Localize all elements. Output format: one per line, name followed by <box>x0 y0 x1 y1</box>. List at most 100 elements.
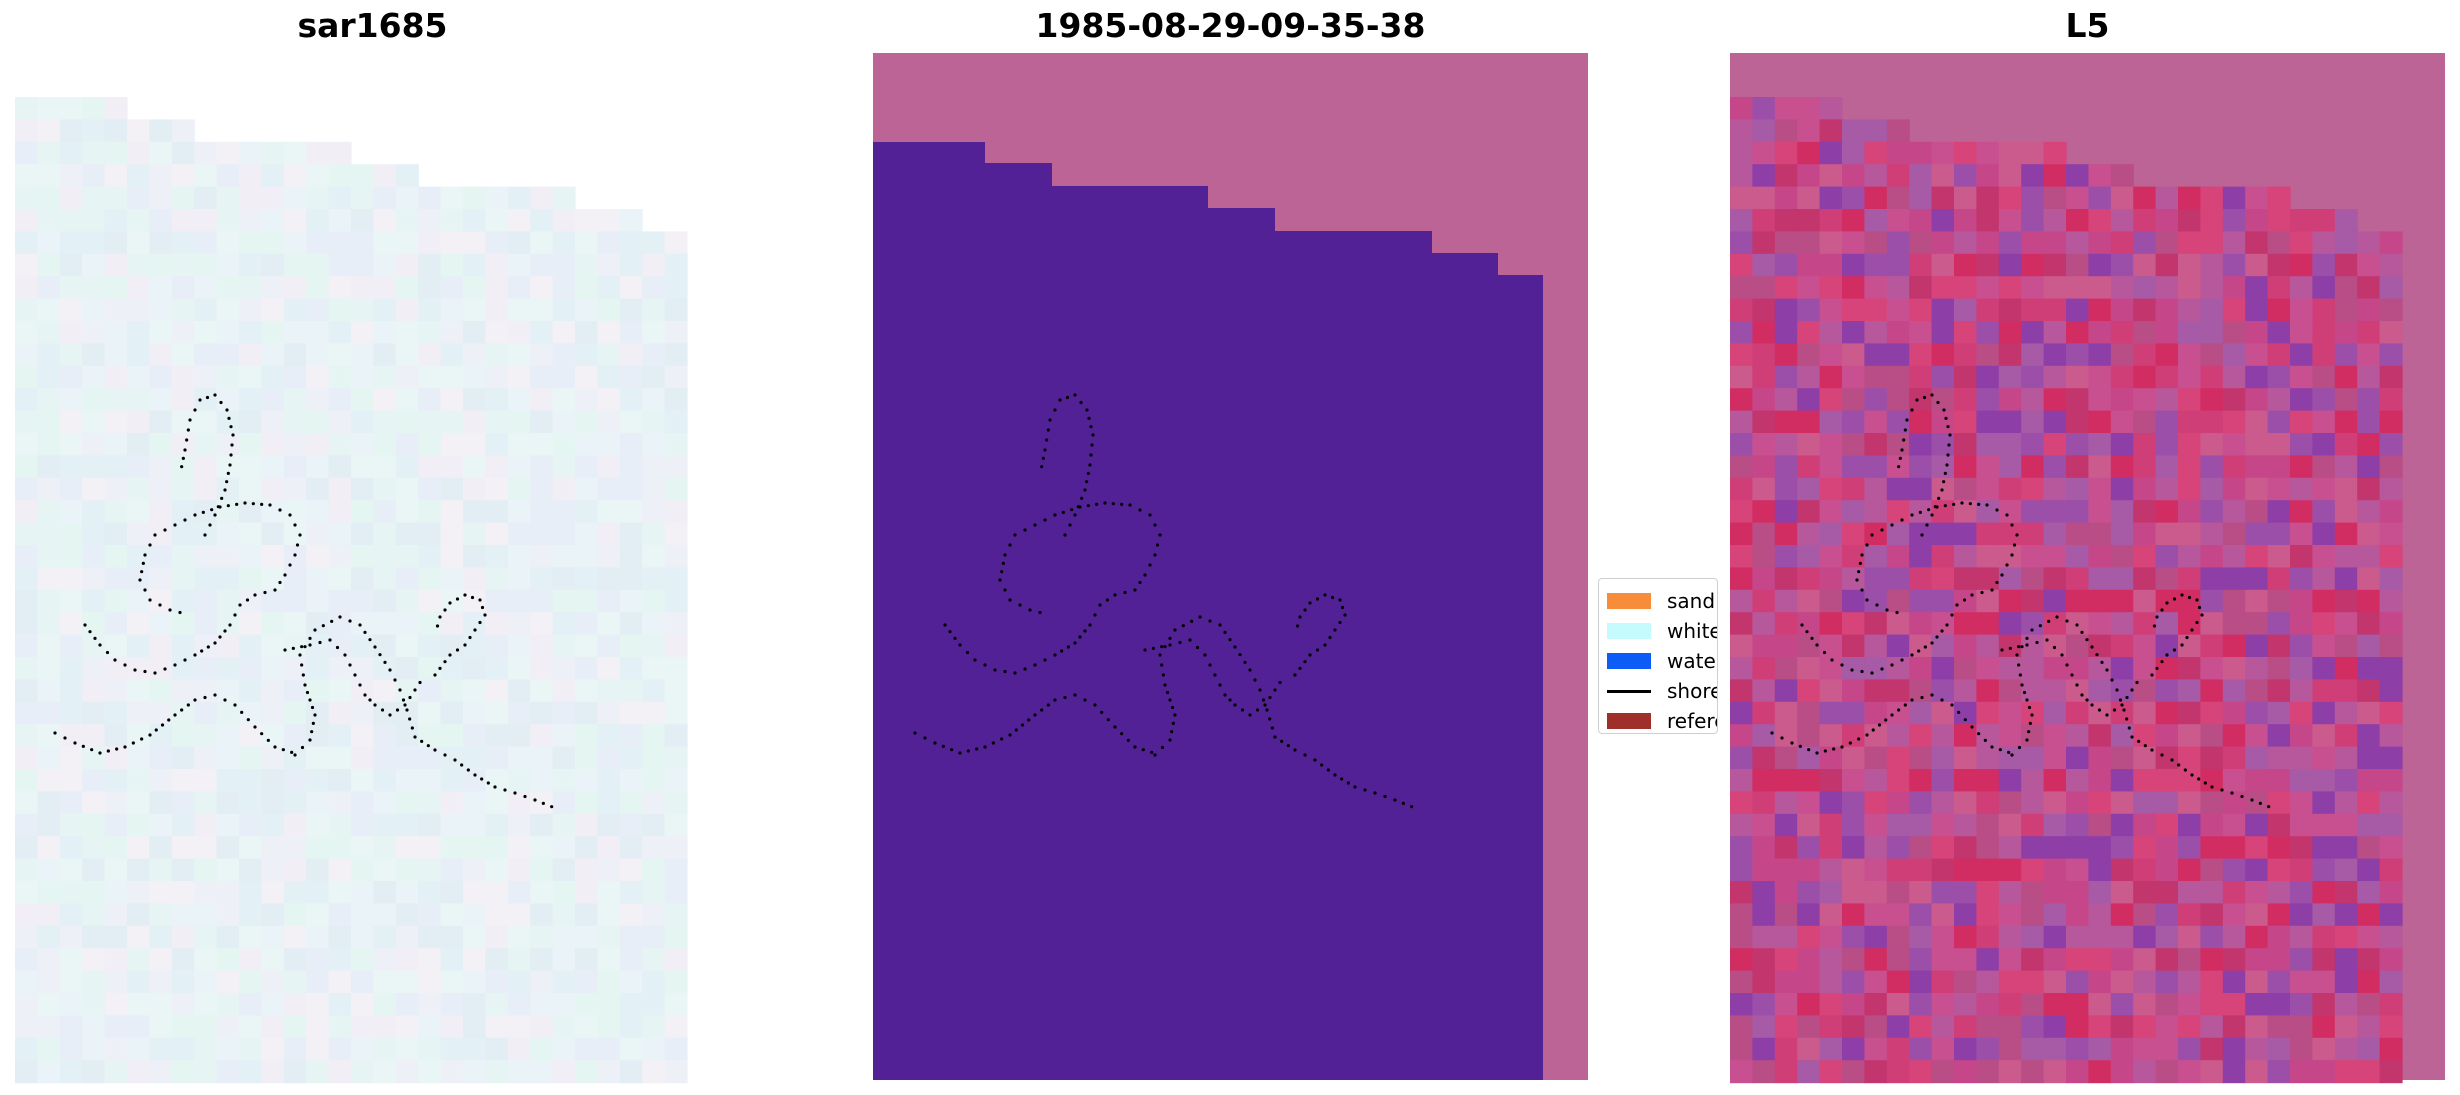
index-pixel <box>2267 186 2291 210</box>
rgb-pixel <box>37 343 61 367</box>
shoreline-point <box>143 669 147 674</box>
index-pixel <box>1931 589 1955 613</box>
rgb-pixel <box>149 903 173 927</box>
index-pixel <box>2133 388 2157 412</box>
index-pixel <box>2088 276 2112 300</box>
shoreline-point <box>426 744 430 748</box>
index-pixel <box>1752 634 1776 658</box>
shoreline-point <box>1061 510 1065 514</box>
rgb-pixel <box>104 433 128 456</box>
index-pixel <box>1819 500 1843 524</box>
rgb-pixel <box>239 612 262 636</box>
rgb-pixel <box>575 253 598 277</box>
rgb-pixel <box>104 455 128 479</box>
rgb-pixel <box>82 858 106 882</box>
index-pixel <box>1954 881 1977 904</box>
index-pixel <box>2066 455 2089 479</box>
index-pixel <box>2200 993 2224 1016</box>
index-pixel <box>2334 545 2358 568</box>
rgb-pixel <box>59 791 83 815</box>
rgb-pixel <box>328 500 352 524</box>
rgb-pixel <box>15 634 38 658</box>
shoreline-point <box>1948 433 1952 437</box>
rgb-pixel <box>351 634 374 658</box>
index-pixel <box>2066 679 2089 703</box>
rgb-pixel <box>664 231 688 255</box>
index-pixel <box>1931 231 1955 255</box>
index-pixel <box>2357 791 2381 815</box>
rgb-pixel <box>37 276 61 300</box>
index-pixel <box>1909 881 1933 904</box>
shoreline-point <box>2055 615 2059 619</box>
rgb-pixel <box>37 186 61 210</box>
index-pixel <box>2155 567 2179 591</box>
rgb-pixel <box>440 298 464 322</box>
index-pixel <box>1842 388 1865 412</box>
rgb-pixel <box>507 567 531 591</box>
index-pixel <box>2133 231 2157 255</box>
rgb-pixel <box>194 993 218 1016</box>
index-pixel <box>2312 522 2336 546</box>
shoreline-point <box>1860 588 1864 592</box>
rgb-pixel <box>485 993 509 1016</box>
rgb-pixel <box>530 253 554 277</box>
index-pixel <box>2267 634 2291 658</box>
rgb-pixel <box>261 1037 285 1061</box>
shoreline-point <box>1800 623 1804 627</box>
rgb-pixel <box>306 298 330 322</box>
rgb-pixel <box>127 858 150 882</box>
index-pixel <box>1774 657 1798 680</box>
rgb-pixel <box>530 388 554 412</box>
index-pixel <box>2043 1037 2067 1061</box>
index-pixel <box>1954 186 1977 210</box>
index-pixel <box>2290 746 2313 770</box>
index-pixel <box>1842 141 1865 165</box>
index-pixel <box>1730 433 1753 456</box>
index-pixel <box>1842 209 1865 232</box>
index-pixel <box>2267 410 2291 434</box>
rgb-pixel <box>485 522 509 546</box>
index-pixel <box>2043 477 2067 501</box>
rgb-pixel <box>440 567 464 591</box>
rgb-pixel <box>283 903 307 927</box>
rgb-pixel <box>351 522 374 546</box>
rgb-pixel <box>395 321 419 344</box>
rgb-pixel <box>664 276 688 300</box>
rgb-pixel <box>530 410 554 434</box>
index-pixel <box>1998 701 2022 725</box>
rgb-pixel <box>507 679 531 703</box>
rgb-pixel <box>440 970 464 994</box>
index-pixel <box>1998 970 2022 994</box>
index-pixel <box>1998 253 2022 277</box>
index-pixel <box>1909 455 1933 479</box>
rgb-pixel <box>552 343 576 367</box>
shoreline-point <box>2190 773 2194 777</box>
rgb-pixel <box>82 164 106 188</box>
index-pixel <box>2066 186 2089 210</box>
index-pixel <box>1864 545 1888 568</box>
rgb-pixel <box>395 970 419 994</box>
index-pixel <box>2245 231 2269 255</box>
index-pixel <box>1819 881 1843 904</box>
index-pixel <box>1909 970 1933 994</box>
shoreline-point <box>83 623 87 627</box>
rgb-pixel <box>104 1015 128 1039</box>
shoreline-point <box>1865 543 1869 547</box>
shoreline-point <box>1168 643 1172 647</box>
rgb-pixel <box>440 769 464 792</box>
shoreline-point <box>1165 690 1170 695</box>
rgb-pixel <box>283 970 307 994</box>
rgb-pixel <box>59 925 83 949</box>
index-pixel <box>1976 253 2000 277</box>
shoreline-point <box>153 533 157 537</box>
shoreline-point <box>1153 753 1157 757</box>
rgb-pixel <box>373 1015 397 1039</box>
shoreline-point <box>950 748 954 752</box>
rgb-pixel <box>597 321 621 344</box>
index-pixel <box>1752 925 1776 949</box>
rgb-pixel <box>373 209 397 232</box>
shoreline-point <box>2038 624 2042 628</box>
rgb-pixel <box>485 657 509 680</box>
shoreline-point <box>1079 400 1083 405</box>
rgb-pixel <box>283 1015 307 1039</box>
